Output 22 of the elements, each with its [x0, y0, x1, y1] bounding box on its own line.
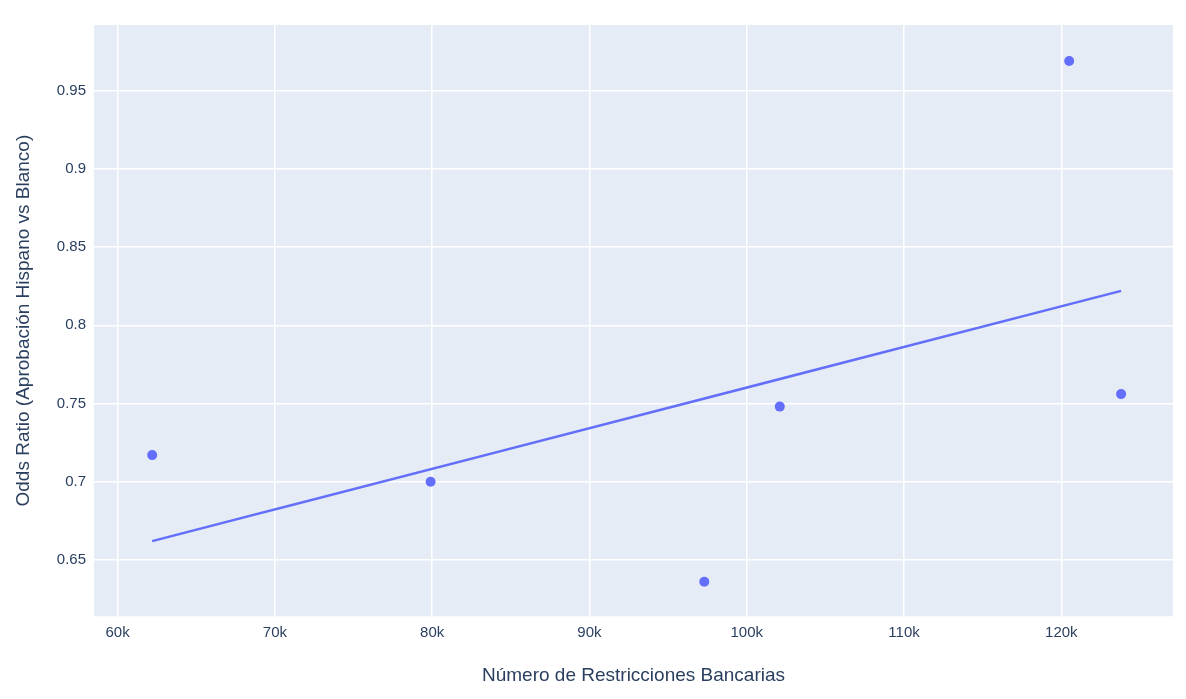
x-tick-label: 60k	[105, 623, 131, 641]
y-tick-label: 0.75	[56, 393, 86, 411]
x-tick-label: 80k	[420, 623, 445, 641]
x-tick-label: 110k	[888, 623, 921, 641]
y-tick-label: 0.8	[65, 315, 86, 333]
x-tick-label: 100k	[730, 623, 764, 641]
x-tick-label: 120k	[1045, 623, 1079, 641]
point	[147, 450, 158, 461]
point	[1116, 389, 1127, 400]
y-tick-label: 0.65	[56, 550, 86, 568]
point	[699, 576, 710, 587]
y-tick-label: 0.95	[56, 80, 86, 98]
y-tick-label: 0.7	[65, 471, 86, 489]
point	[425, 476, 436, 487]
x-tick-label: 70k	[262, 623, 288, 641]
point	[774, 401, 785, 412]
x-tick-label: 90k	[577, 623, 603, 641]
point	[1064, 55, 1075, 66]
y-tick-label: 0.85	[56, 237, 86, 255]
x-axis-title: Número de Restricciones Bancarias	[481, 663, 786, 685]
y-tick-label: 0.9	[65, 159, 86, 177]
y-axis-title: Odds Ratio (Aprobación Hispano vs Blanco)	[11, 134, 33, 507]
